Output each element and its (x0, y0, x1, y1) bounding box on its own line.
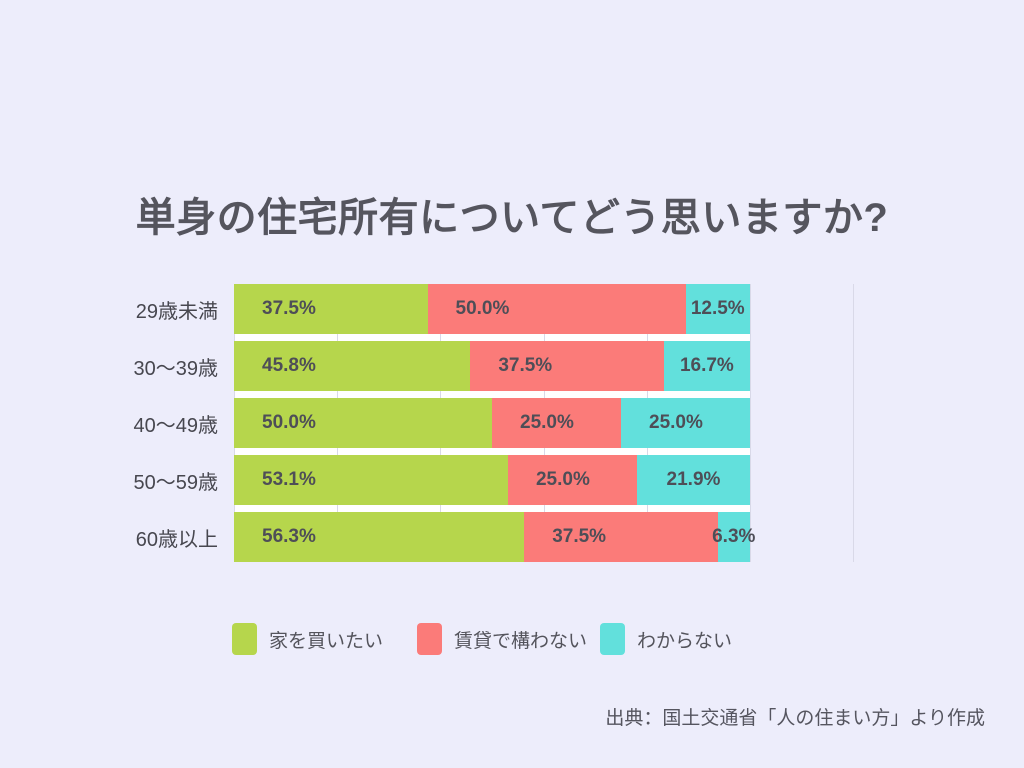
plot-area: 37.5% 50.0% 12.5% 45.8% 37.5% 16.7% 50.0% 25.0%… (234, 284, 856, 562)
bar-segment-series1-row2: 25.0% (492, 398, 621, 448)
legend-label-buy: 家を買いたい (269, 630, 384, 652)
category-label-3: 50〜59歳 (133, 471, 219, 494)
bar-segment-series2-row1: 16.7% (663, 341, 750, 391)
bar-segment-series0-row4: 56.3% (234, 512, 525, 562)
bar-segment-series1-row3: 25.0% (507, 455, 637, 505)
legend-item-unknown: わからない (600, 622, 732, 656)
bar-row-3: 53.1% 25.0% 21.9% (234, 455, 750, 505)
category-label-1: 30〜39歳 (133, 357, 219, 380)
bar-segment-series0-row2: 50.0% (234, 398, 492, 448)
chart-title: 単身の住宅所有についてどう思いますか? (135, 196, 889, 240)
value-label: 25.0% (649, 412, 703, 433)
bar-segment-series2-row3: 21.9% (636, 455, 750, 505)
category-label-2: 40〜49歳 (133, 414, 219, 437)
gridline-120pct (853, 284, 855, 562)
bar-segment-series2-row0: 12.5% (685, 284, 750, 334)
value-label: 56.3% (262, 526, 316, 547)
bar-segment-series1-row0: 50.0% (427, 284, 686, 334)
bar-segment-series1-row1: 37.5% (470, 341, 664, 391)
value-label: 21.9% (666, 469, 721, 490)
gridline-100pct (750, 284, 751, 562)
value-label: 6.3% (712, 526, 756, 547)
bar-segment-series1-row4: 37.5% (524, 512, 718, 562)
value-label: 53.1% (262, 469, 316, 490)
bar-row-1: 45.8% 37.5% 16.7% (234, 341, 750, 391)
legend-label-unknown: わからない (637, 630, 733, 652)
bar-segment-series0-row0: 37.5% (234, 284, 428, 334)
legend-swatch-unknown-icon (600, 623, 625, 655)
legend-swatch-rent-icon (417, 623, 442, 655)
legend-item-buy: 家を買いたい (232, 622, 383, 656)
source-note: 出典：国土交通省「人の住まい方」より作成 (605, 708, 985, 729)
value-label: 16.7% (679, 355, 734, 376)
value-label: 37.5% (498, 355, 553, 376)
bar-row-2: 50.0% 25.0% 25.0% (234, 398, 750, 448)
category-label-0: 29歳未満 (135, 300, 218, 323)
bar-segment-series0-row3: 53.1% (234, 455, 508, 505)
value-label: 50.0% (262, 412, 316, 433)
value-label: 45.8% (262, 355, 316, 376)
legend-item-rent: 賃貸で構わない (417, 622, 587, 656)
value-label: 25.0% (535, 469, 590, 490)
bar-segment-series0-row1: 45.8% (234, 341, 471, 391)
bar-segment-series2-row2: 25.0% (621, 398, 750, 448)
bar-segment-series2-row4: 6.3% (712, 512, 755, 562)
value-label: 37.5% (552, 526, 607, 547)
value-label: 50.0% (455, 298, 510, 319)
legend-label-rent: 賃貸で構わない (454, 630, 588, 652)
category-label-4: 60歳以上 (135, 528, 218, 551)
legend-swatch-buy-icon (232, 623, 257, 655)
bar-row-4: 56.3% 37.5% 6.3% (234, 512, 755, 562)
bar-row-0: 37.5% 50.0% 12.5% (234, 284, 750, 334)
value-label: 25.0% (520, 412, 574, 433)
value-label: 37.5% (262, 298, 316, 319)
value-label: 12.5% (690, 298, 745, 319)
